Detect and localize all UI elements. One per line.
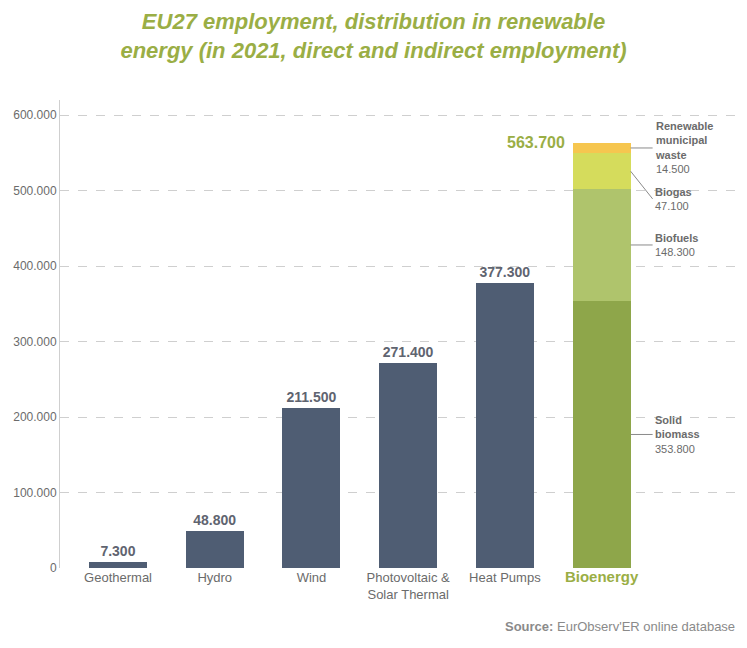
svg-text:48.800: 48.800 bbox=[193, 512, 236, 528]
svg-text:Bioenergy: Bioenergy bbox=[565, 568, 639, 585]
svg-text:300.000: 300.000 bbox=[13, 335, 57, 349]
svg-text:400.000: 400.000 bbox=[13, 259, 57, 273]
svg-text:563.700: 563.700 bbox=[507, 134, 565, 151]
svg-text:Biogas47.100: Biogas47.100 bbox=[655, 186, 692, 212]
svg-text:100.000: 100.000 bbox=[13, 486, 57, 500]
svg-text:500.000: 500.000 bbox=[13, 184, 57, 198]
svg-text:211.500: 211.500 bbox=[286, 389, 336, 405]
svg-text:Hydro: Hydro bbox=[197, 570, 232, 585]
svg-text:Biofuels148.300: Biofuels148.300 bbox=[655, 232, 698, 258]
svg-text:200.000: 200.000 bbox=[13, 410, 57, 424]
svg-text:600.000: 600.000 bbox=[13, 108, 57, 122]
svg-text:Heat Pumps: Heat Pumps bbox=[469, 570, 541, 585]
svg-text:377.300: 377.300 bbox=[479, 264, 530, 280]
svg-text:0: 0 bbox=[50, 561, 57, 575]
svg-text:Geothermal: Geothermal bbox=[84, 570, 152, 585]
svg-text:7.300: 7.300 bbox=[100, 543, 135, 559]
svg-text:271.400: 271.400 bbox=[383, 344, 434, 360]
svg-text:Solidbiomass353.800: Solidbiomass353.800 bbox=[655, 414, 700, 455]
svg-text:Renewablemunicipalwaste14.500: Renewablemunicipalwaste14.500 bbox=[655, 120, 713, 175]
svg-text:Source: EurObserv'ER online da: Source: EurObserv'ER online database bbox=[505, 619, 735, 634]
svg-text:Wind: Wind bbox=[297, 570, 327, 585]
svg-text:Photovoltaic &Solar Thermal: Photovoltaic &Solar Thermal bbox=[367, 570, 450, 602]
svg-text:EU27 employment, distribution: EU27 employment, distribution in renewab… bbox=[120, 9, 626, 63]
